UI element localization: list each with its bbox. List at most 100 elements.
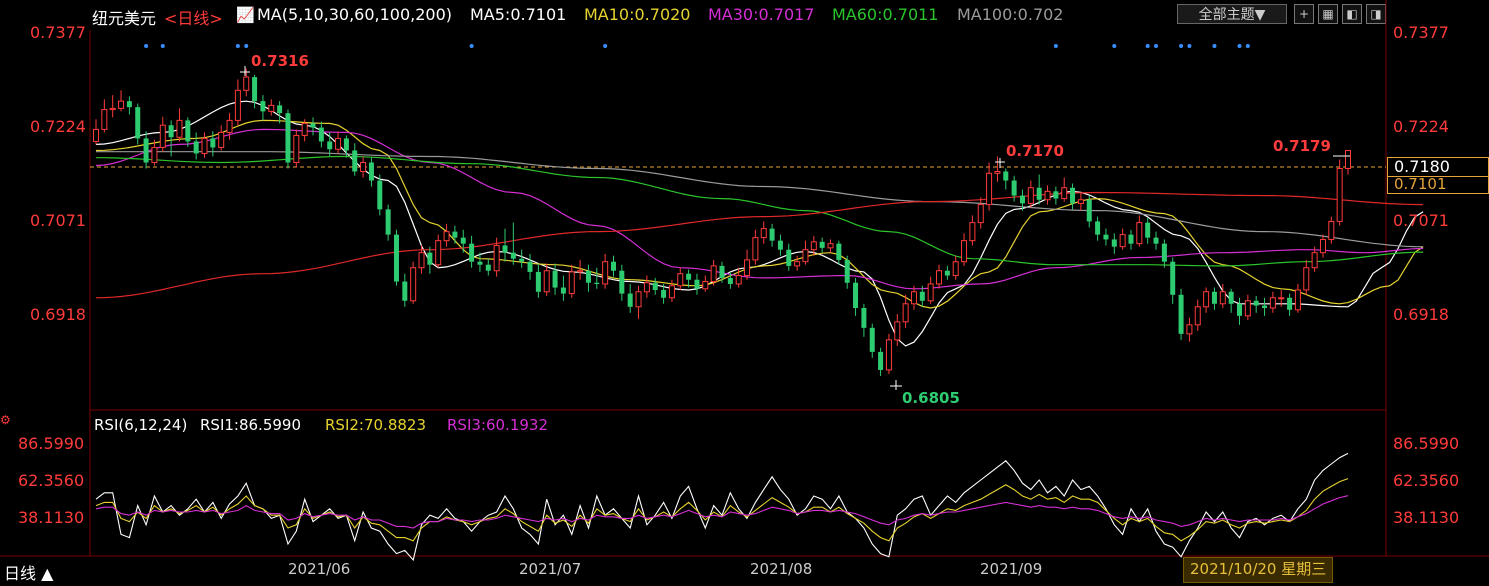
candle-body-up (1303, 267, 1310, 291)
candle-body-down (944, 270, 950, 276)
low-annotation-1: 0.6805 (902, 389, 960, 407)
candle-body-up (1194, 306, 1201, 326)
candle-body-down (1011, 180, 1017, 196)
candle-body-up (410, 267, 417, 302)
candle-body-up (986, 172, 993, 206)
moving-averages (95, 100, 1424, 347)
candle-body-up (435, 240, 442, 266)
price-annotations (240, 66, 1350, 390)
candle-body-up (218, 131, 225, 148)
period-switch-button[interactable]: 日线 ▲ (4, 564, 54, 583)
candle-body-down (619, 270, 625, 294)
candle-body-up (735, 275, 742, 285)
rsi-settings-icon[interactable]: ⚙ (0, 413, 11, 427)
candle-body-down (719, 265, 725, 278)
candle-body-down (686, 273, 692, 280)
candle-body-down (460, 237, 466, 244)
layout-grid-icon[interactable]: ▦ (1318, 4, 1338, 24)
candle-body-up (493, 244, 500, 272)
candle-body-up (894, 321, 901, 341)
period-tab[interactable]: <日线> (164, 9, 223, 28)
high-annotation-3: 0.7179 (1273, 137, 1331, 155)
candle-body-down (819, 241, 825, 248)
right-rsi-tick-3: 38.1130 (1393, 508, 1460, 527)
candle-body-up (794, 261, 801, 267)
candle-body-up (635, 291, 642, 308)
candle-body-down (1262, 305, 1268, 308)
candle-body-down (1178, 294, 1184, 334)
candle-body-down (252, 77, 258, 102)
candle-body-up (1203, 291, 1210, 308)
event-marker-dot (144, 44, 149, 48)
expand-left-icon[interactable]: ◧ (1342, 4, 1362, 24)
rsi3-line (95, 495, 1349, 529)
candle-body-down (652, 282, 658, 290)
indicator-chart-icon[interactable]: 📈 (236, 6, 255, 24)
candle-body-up (1269, 297, 1276, 309)
ma30-value: MA30:0.7017 (708, 5, 815, 24)
candle-body-up (1077, 199, 1084, 204)
candle-body-up (335, 137, 342, 150)
crosshair-icon[interactable]: + (1294, 4, 1314, 24)
hidden-price-tag: 0.7101 (1387, 176, 1489, 194)
event-marker-dot (160, 44, 165, 48)
candle-body-down (1003, 171, 1009, 181)
candle-body-down (1019, 195, 1025, 204)
candle-body-down (1103, 234, 1109, 240)
candle-body-up (293, 134, 300, 163)
event-marker-dot (469, 44, 474, 48)
candle-body-down (836, 243, 842, 260)
left-rsi-tick-3: 38.1130 (18, 508, 85, 527)
candle-body-up (1186, 324, 1193, 335)
candle-body-up (902, 303, 909, 323)
candle-body-down (552, 270, 558, 288)
candle-body-down (594, 282, 600, 284)
ma-params-label[interactable]: MA(5,10,30,60,100,200) (257, 5, 452, 24)
event-marker-dot (603, 44, 608, 48)
candle-body-down (1153, 237, 1159, 244)
candle-body-up (151, 146, 158, 163)
event-marker-dot (1053, 44, 1058, 48)
candle-body-up (1319, 238, 1326, 254)
candle-body-down (260, 101, 266, 112)
candle-body-down (385, 209, 391, 235)
right-price-tick-1: 0.7377 (1393, 23, 1449, 42)
candle-body-down (560, 287, 566, 294)
candle-body-up (93, 128, 99, 142)
candle-body-down (727, 277, 733, 284)
event-markers (144, 44, 1250, 48)
candle-body-down (510, 252, 516, 259)
right-rsi-tick-1: 86.5990 (1393, 434, 1460, 453)
event-marker-dot (1145, 44, 1150, 48)
event-marker-dot (1212, 44, 1217, 48)
left-rsi-tick-2: 62.3560 (18, 471, 85, 490)
candle-body-down (185, 120, 191, 142)
ma60-line (96, 155, 1424, 267)
candle-body-up (1311, 252, 1318, 269)
candle-body-down (777, 240, 783, 250)
candle-body-down (168, 125, 174, 138)
candle-body-up (885, 339, 892, 371)
expand-right-icon[interactable]: ◨ (1366, 4, 1386, 24)
candle-body-down (786, 249, 792, 266)
candle-body-up (201, 137, 208, 154)
theme-dropdown-button[interactable]: 全部主题▼ (1177, 4, 1287, 24)
candle-body-up (977, 204, 984, 224)
candle-body-down (869, 327, 875, 352)
candle-body-down (853, 282, 859, 308)
left-price-tick-1: 0.7377 (30, 23, 86, 42)
ma100-value: MA100:0.702 (957, 5, 1064, 24)
chart-header: 纽元美元 <日线> 📈 MA(5,10,30,60,100,200) MA5:0… (0, 0, 1489, 30)
candle-body-down (310, 123, 316, 128)
candle-body-up (418, 252, 425, 269)
ma30-line (95, 128, 1424, 290)
date-tick-2: 2021/07 (519, 560, 582, 578)
candle-body-up (234, 89, 241, 121)
candle-body-down (1161, 243, 1167, 262)
candle-body-down (135, 107, 141, 139)
candle-body-down (1236, 303, 1242, 316)
rsi1-value: RSI1:86.5990 (200, 416, 301, 434)
candle-body-down (1111, 239, 1117, 247)
rsi-params-label[interactable]: RSI(6,12,24) (94, 416, 188, 434)
